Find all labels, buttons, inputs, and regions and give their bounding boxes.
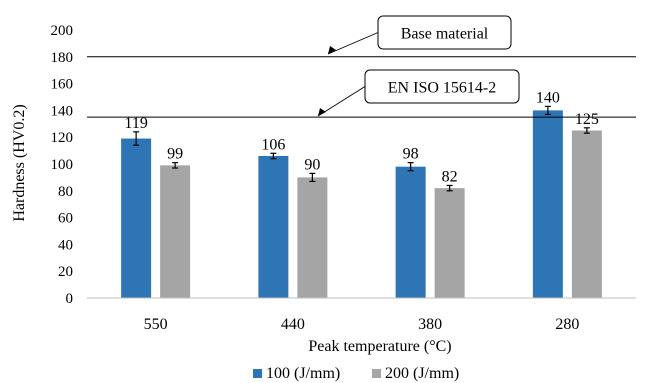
y-axis-ticks: 0 20 40 60 80 100 120 140 160 180 200	[51, 23, 74, 307]
y-tick-label: 140	[51, 103, 74, 119]
data-label: 90	[304, 156, 320, 173]
callout-arrowhead	[318, 108, 326, 116]
reference-line-label: EN ISO 15614-2	[388, 80, 496, 97]
bar-series	[121, 110, 602, 299]
reference-line-label: Base material	[401, 26, 489, 43]
y-tick-label: 180	[51, 50, 74, 66]
bar	[571, 130, 602, 298]
y-axis-title: Hardness (HV0.2)	[11, 104, 28, 221]
bar	[121, 138, 152, 298]
data-label: 106	[261, 136, 285, 153]
y-tick-label: 160	[51, 77, 74, 93]
legend-swatch	[372, 369, 381, 378]
y-tick-label: 120	[51, 130, 74, 146]
error-bars	[133, 105, 590, 192]
bar	[395, 166, 426, 298]
bar	[160, 165, 191, 298]
y-tick-label: 60	[58, 211, 73, 227]
data-label: 119	[124, 115, 147, 132]
data-label: 140	[536, 89, 560, 106]
y-tick-label: 20	[58, 264, 73, 280]
y-tick-label: 40	[58, 237, 73, 253]
callout-leader	[327, 32, 379, 55]
bar	[297, 177, 328, 298]
bar	[434, 188, 465, 298]
y-tick-label: 80	[58, 184, 73, 200]
y-tick-label: 100	[51, 157, 74, 173]
callout-arrowhead	[328, 46, 336, 54]
x-tick-label: 440	[281, 316, 305, 333]
y-tick-label: 0	[66, 291, 74, 307]
callout-box	[377, 15, 512, 50]
x-axis-category-labels: 550 440 380 280	[144, 316, 580, 333]
x-tick-label: 550	[144, 316, 168, 333]
x-axis-title: Peak temperature (°C)	[308, 338, 451, 355]
bar	[258, 155, 289, 298]
data-label: 125	[575, 111, 599, 128]
data-label: 99	[167, 146, 183, 163]
callout-leader	[317, 86, 366, 117]
legend-swatch	[253, 369, 262, 378]
y-tick-label: 200	[51, 23, 74, 39]
data-label: 98	[403, 146, 419, 163]
x-tick-label: 280	[555, 316, 579, 333]
bar	[532, 110, 563, 299]
legend-label: 200 (J/mm)	[385, 365, 459, 382]
callout-box	[364, 69, 520, 104]
legend-label: 100 (J/mm)	[266, 365, 340, 382]
data-labels: 119 99 106 90 98 82 140 125	[124, 89, 598, 185]
legend: 100 (J/mm) 200 (J/mm)	[253, 365, 459, 382]
data-label: 82	[442, 168, 458, 185]
reference-lines: Base material EN ISO 15614-2	[87, 15, 636, 118]
x-tick-label: 380	[418, 316, 442, 333]
